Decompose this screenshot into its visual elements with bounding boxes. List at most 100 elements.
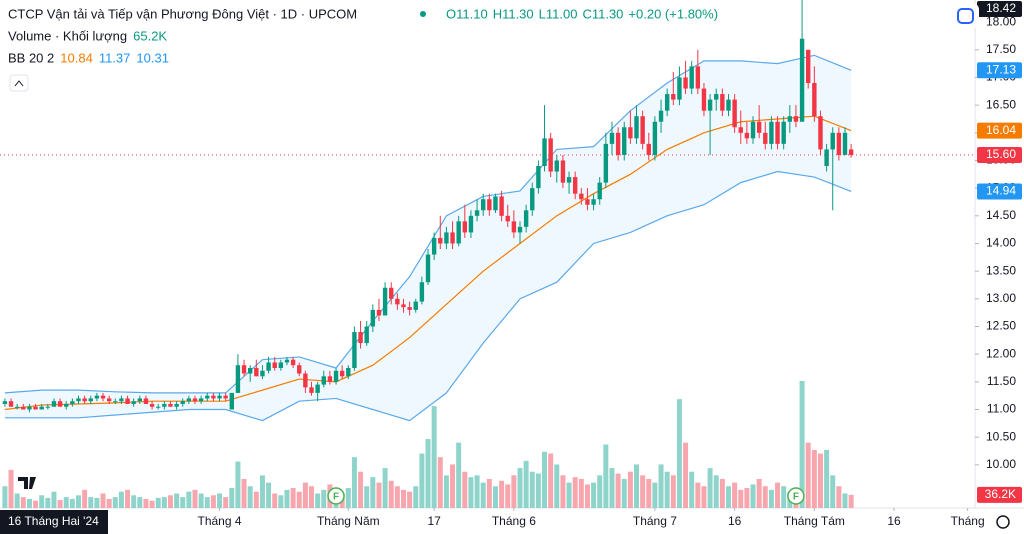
candle-body: [536, 166, 541, 189]
candle-body: [646, 143, 651, 155]
candle-body: [763, 132, 768, 144]
candle-body: [125, 398, 130, 404]
bb-upper: [4, 54, 852, 394]
volume-bar: [517, 468, 523, 508]
volume-bar: [744, 488, 750, 508]
price-label: 16.04: [986, 123, 1016, 137]
volume-bar: [309, 486, 315, 508]
bb-legend-value: 10.84: [60, 50, 93, 65]
candle-body: [431, 237, 437, 255]
candle-body: [192, 398, 198, 402]
candle-body: [658, 110, 664, 122]
volume-bar: [266, 482, 272, 508]
x-tick-label: Tháng 7: [633, 514, 677, 528]
candle-body: [260, 370, 265, 377]
volume-bar: [370, 477, 376, 508]
candle-body: [364, 326, 369, 344]
candle-body: [554, 160, 559, 172]
candle-body: [211, 395, 216, 399]
candle-body: [775, 121, 780, 144]
candle-body: [769, 121, 774, 144]
volume-label: 36.2K: [985, 487, 1016, 501]
volume-bar: [492, 486, 498, 508]
volume-bar: [756, 478, 762, 508]
candle-body: [186, 398, 192, 402]
ohlc-legend: L11.00: [539, 6, 578, 21]
volume-bar: [762, 486, 768, 508]
fullscreen-button[interactable]: [953, 4, 979, 28]
candle-body: [346, 367, 351, 377]
volume-bar: [486, 478, 492, 508]
volume-bar: [474, 475, 480, 508]
bb-legend-value: 10.31: [136, 50, 169, 65]
collapse-button[interactable]: [9, 74, 29, 92]
volume-bar: [125, 489, 131, 508]
candle-body: [671, 94, 676, 100]
volume-bar: [695, 482, 701, 508]
volume-bar: [131, 495, 137, 508]
volume-bar: [499, 480, 505, 508]
volume-bar: [106, 498, 112, 508]
volume-bar: [26, 498, 32, 508]
y-tick-label: 10.50: [986, 429, 1016, 443]
candle-body: [8, 401, 14, 407]
candle-body: [14, 406, 20, 408]
volume-bar: [2, 486, 8, 508]
candle-body: [622, 127, 627, 155]
candle-body: [468, 215, 474, 233]
volume-bar: [634, 464, 640, 508]
candle-body: [493, 196, 498, 211]
candle-body: [707, 99, 713, 111]
volume-bar: [701, 486, 707, 508]
volume-bar: [480, 482, 486, 508]
volume-bar: [210, 495, 216, 508]
volume-bar: [719, 478, 725, 508]
settings-button[interactable]: [996, 515, 1010, 529]
candle-body: [94, 395, 100, 399]
candle-body: [401, 304, 406, 308]
volume-bar: [400, 489, 406, 508]
event-marker: [787, 487, 805, 505]
volume-bar: [658, 464, 664, 508]
candle-body: [2, 401, 8, 404]
volume-bar: [149, 500, 155, 508]
volume-bar: [69, 498, 75, 508]
volume-bar: [229, 488, 235, 508]
candle-body: [806, 49, 811, 84]
candle-body: [726, 99, 731, 111]
candle-body: [701, 88, 707, 111]
y-tick-label: 11.00: [987, 402, 1016, 416]
volume-bar: [591, 482, 597, 508]
candle-body: [634, 116, 639, 139]
candle-body: [217, 395, 222, 399]
price-label-box: [977, 146, 1022, 163]
volume-bar: [621, 478, 627, 508]
volume-bar: [167, 495, 173, 508]
candle-body: [836, 132, 842, 155]
chart-title: CTCP Vận tải và Tiếp vận Phương Đông Việ…: [8, 6, 357, 21]
volume-bar: [456, 442, 462, 508]
volume-bar: [8, 469, 14, 508]
price-label: 14.94: [986, 184, 1016, 198]
volume-bar: [572, 477, 578, 508]
volume-bar: [394, 486, 400, 508]
candle-body: [223, 395, 228, 399]
volume-bar: [689, 471, 695, 508]
price-label-box: [977, 122, 1022, 139]
volume-bar: [223, 497, 229, 508]
volume-bar: [640, 475, 646, 508]
volume-bar: [646, 478, 652, 508]
candle-body: [100, 395, 106, 399]
volume-bar: [100, 493, 106, 508]
y-tick-label: 13.50: [986, 263, 1016, 277]
candle-body: [566, 177, 572, 183]
candle-body: [572, 177, 578, 194]
volume-bar: [799, 381, 805, 508]
candle-body: [333, 370, 339, 382]
candle-body: [720, 94, 725, 111]
volume-bar: [20, 497, 26, 508]
volume-bar: [388, 480, 394, 508]
candle-body: [628, 127, 633, 139]
candle-body: [156, 406, 161, 408]
